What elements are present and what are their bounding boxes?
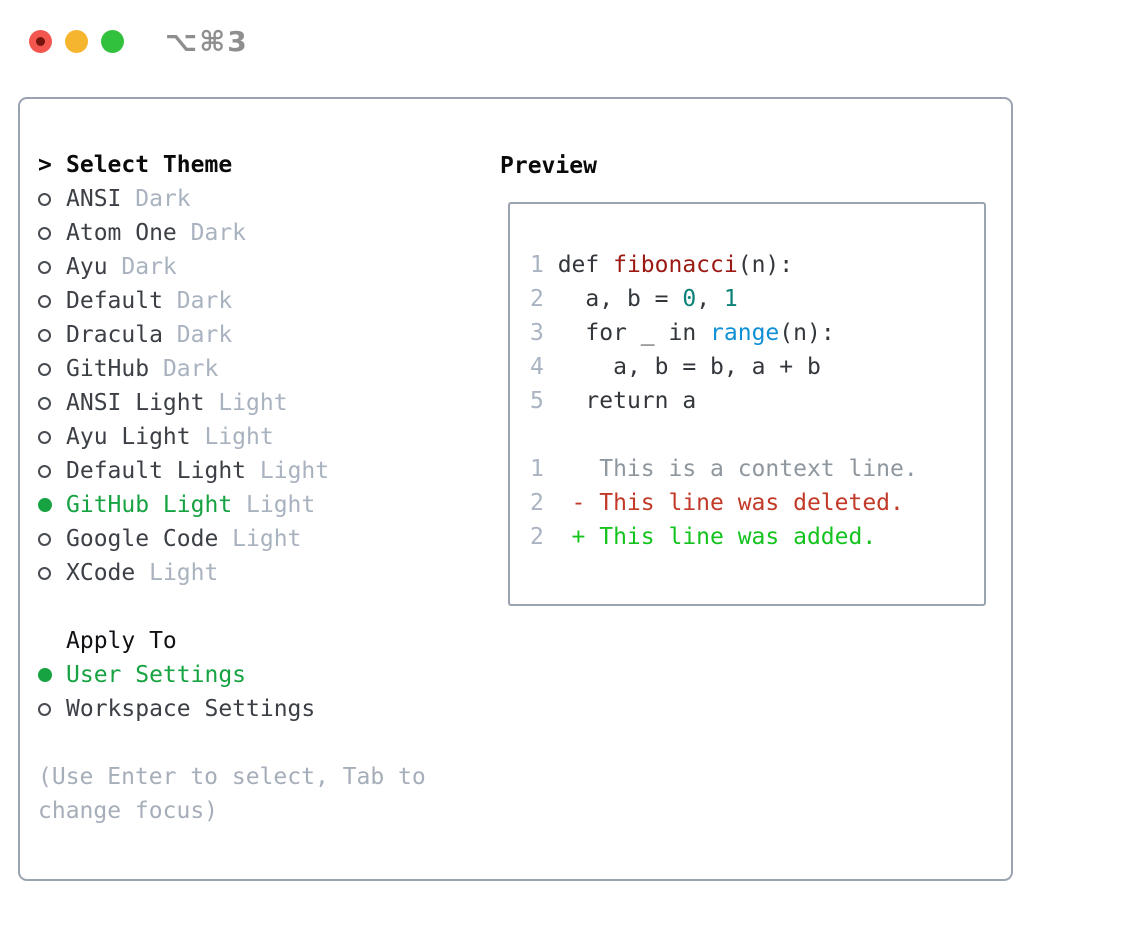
- theme-variant-tag: Light: [218, 390, 288, 416]
- theme-option-atom-one[interactable]: Atom One Dark: [38, 216, 426, 250]
- radio-icon: [38, 328, 66, 342]
- theme-variant-tag: Light: [246, 492, 316, 518]
- spacer-row: [38, 590, 426, 624]
- line-number: 2: [530, 524, 572, 550]
- radio-icon: [38, 396, 66, 410]
- diff-preview: 1 This is a context line. 2 - This line w…: [530, 452, 984, 554]
- option-label: Default: [66, 288, 177, 314]
- apply-to-header: Apply To: [38, 624, 426, 658]
- theme-option-ansi[interactable]: ANSI Dark: [38, 182, 426, 216]
- line-number: 3: [530, 320, 558, 346]
- minimize-button[interactable]: [65, 30, 88, 53]
- radio-icon: [38, 532, 66, 546]
- line-number: 1: [530, 252, 558, 278]
- unsaved-changes-dot-icon: [36, 37, 45, 46]
- radio-icon: [38, 192, 66, 206]
- option-label: Ayu Light: [66, 424, 205, 450]
- code-line: 5 return a: [530, 388, 697, 414]
- option-label: XCode: [66, 560, 150, 586]
- line-number: 2: [530, 490, 572, 516]
- keyboard-shortcut-label: ⌥⌘3: [165, 25, 249, 58]
- theme-option-default[interactable]: Default Dark: [38, 284, 426, 318]
- theme-variant-tag: Light: [149, 560, 219, 586]
- theme-variant-tag: Dark: [135, 186, 191, 212]
- code-line: 2 a, b = 0, 1: [530, 286, 738, 312]
- theme-variant-tag: Dark: [162, 356, 219, 382]
- option-label: ANSI Light: [66, 390, 219, 416]
- radio-icon: [38, 294, 66, 308]
- apply-to-title: Apply To: [66, 628, 177, 654]
- theme-list-title: Select Theme: [66, 152, 233, 178]
- apply-option-workspace-settings[interactable]: Workspace Settings: [38, 692, 426, 726]
- code-line: 4 a, b = b, a + b: [530, 354, 821, 380]
- theme-option-ayu-light[interactable]: Ayu Light Light: [38, 420, 426, 454]
- apply-to-options: User Settings Workspace Settings: [38, 658, 426, 726]
- theme-variant-tag: Light: [232, 526, 302, 552]
- spacer-row: [38, 726, 426, 760]
- line-number: 1: [530, 456, 572, 482]
- spacer-row: [530, 418, 984, 452]
- close-button[interactable]: [29, 30, 52, 53]
- radio-selected-icon: [38, 668, 66, 682]
- option-label: Default Light: [66, 458, 260, 484]
- option-label: User Settings: [66, 662, 247, 688]
- theme-list-header: > Select Theme: [38, 148, 426, 182]
- code-preview: 1 def fibonacci(n): 2 a, b = 0, 1 3 for _ …: [530, 248, 984, 418]
- titlebar: ⌥⌘3: [29, 25, 249, 58]
- diff-line-added: 2 + This line was added.: [530, 524, 877, 550]
- theme-variant-tag: Dark: [176, 322, 233, 348]
- theme-variant-tag: Light: [259, 458, 330, 484]
- theme-list: ANSI Dark Atom One Dark Ayu Dark Default Da…: [38, 182, 426, 590]
- theme-option-github[interactable]: GitHub Dark: [38, 352, 426, 386]
- preview-title: Preview: [500, 153, 597, 179]
- diff-line-deleted: 2 - This line was deleted.: [530, 490, 904, 516]
- line-number: 2: [530, 286, 558, 312]
- code-line: 3 for _ in range(n):: [530, 320, 835, 346]
- option-label: Ayu: [66, 254, 122, 280]
- hint-text-line-1: (Use Enter to select, Tab to: [38, 764, 426, 790]
- theme-option-default-light[interactable]: Default Light Light: [38, 454, 426, 488]
- theme-option-ansi-light[interactable]: ANSI Light Light: [38, 386, 426, 420]
- radio-icon: [38, 362, 66, 376]
- theme-picker-left-column: > Select Theme ANSI Dark Atom One Dark Ayu…: [38, 148, 426, 828]
- option-label: Google Code: [66, 526, 233, 552]
- option-label: ANSI: [66, 186, 136, 212]
- option-label: Dracula: [66, 322, 177, 348]
- radio-icon: [38, 226, 66, 240]
- theme-option-dracula[interactable]: Dracula Dark: [38, 318, 426, 352]
- line-number: 5: [530, 388, 558, 414]
- theme-option-xcode[interactable]: XCode Light: [38, 556, 426, 590]
- radio-selected-icon: [38, 498, 66, 512]
- radio-icon: [38, 566, 66, 580]
- radio-icon: [38, 702, 66, 716]
- option-label: Atom One: [66, 220, 191, 246]
- option-label: GitHub: [66, 356, 163, 382]
- theme-variant-tag: Dark: [190, 220, 247, 246]
- theme-option-github-light[interactable]: GitHub Light Light: [38, 488, 426, 522]
- hint-text-line-2: change focus): [38, 798, 219, 824]
- theme-option-ayu[interactable]: Ayu Dark: [38, 250, 426, 284]
- theme-variant-tag: Light: [204, 424, 274, 450]
- theme-picker-panel: > Select Theme ANSI Dark Atom One Dark Ayu…: [18, 97, 1013, 881]
- option-label: GitHub Light: [66, 492, 247, 518]
- radio-icon: [38, 430, 66, 444]
- preview-box: 1 def fibonacci(n): 2 a, b = 0, 1 3 for _ …: [508, 202, 986, 606]
- theme-option-google-code[interactable]: Google Code Light: [38, 522, 426, 556]
- theme-variant-tag: Dark: [176, 288, 233, 314]
- apply-option-user-settings[interactable]: User Settings: [38, 658, 426, 692]
- focus-caret-icon: >: [38, 152, 52, 178]
- option-label: Workspace Settings: [66, 696, 316, 722]
- theme-variant-tag: Dark: [121, 254, 177, 280]
- radio-icon: [38, 464, 66, 478]
- diff-line-context: 1 This is a context line.: [530, 456, 918, 482]
- radio-icon: [38, 260, 66, 274]
- line-number: 4: [530, 354, 558, 380]
- code-line: 1 def fibonacci(n):: [530, 252, 794, 278]
- zoom-button[interactable]: [101, 30, 124, 53]
